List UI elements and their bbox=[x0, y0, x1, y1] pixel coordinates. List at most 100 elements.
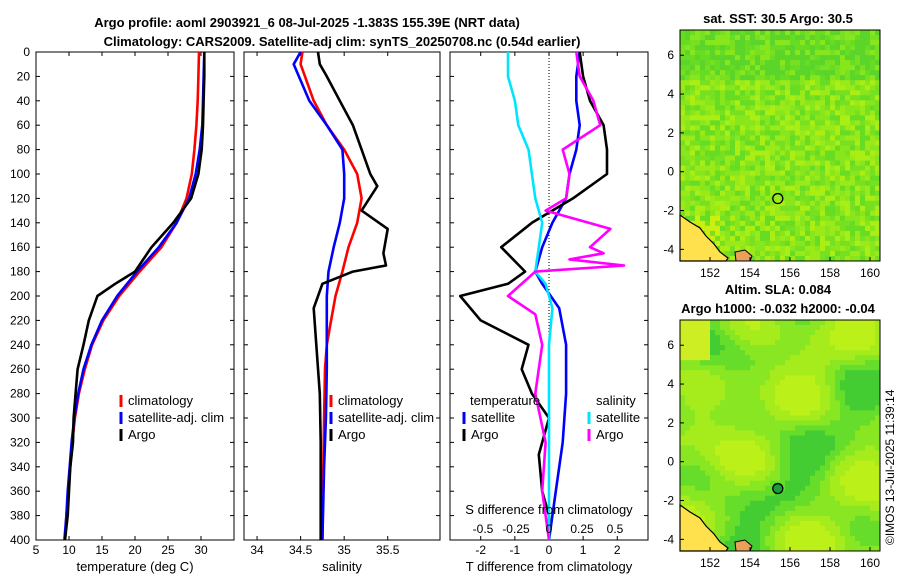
heatmap-cell bbox=[850, 510, 856, 517]
heatmap-cell bbox=[700, 405, 706, 411]
heatmap-cell bbox=[690, 405, 696, 411]
heatmap-cell bbox=[820, 145, 826, 151]
heatmap-cell bbox=[715, 430, 721, 436]
heatmap-cell bbox=[860, 65, 866, 71]
heatmap-cell bbox=[805, 210, 811, 217]
heatmap-cell bbox=[710, 425, 716, 431]
heatmap-cell bbox=[730, 545, 736, 552]
heatmap-cell bbox=[720, 70, 726, 76]
heatmap-cell bbox=[845, 445, 851, 451]
heatmap-cell bbox=[840, 500, 846, 507]
heatmap-cell bbox=[740, 95, 746, 101]
heatmap-cell bbox=[750, 370, 756, 376]
heatmap-cell bbox=[755, 500, 761, 507]
heatmap-cell bbox=[745, 75, 751, 81]
heatmap-cell bbox=[685, 350, 691, 356]
heatmap-cell bbox=[700, 365, 706, 371]
heatmap-cell bbox=[750, 380, 756, 386]
heatmap-cell bbox=[705, 85, 711, 91]
heatmap-cell bbox=[810, 140, 816, 146]
heatmap-cell bbox=[715, 180, 721, 187]
heatmap-cell bbox=[830, 100, 836, 106]
heatmap-cell bbox=[875, 440, 881, 446]
heatmap-cell bbox=[775, 475, 781, 482]
heatmap-cell bbox=[755, 335, 761, 341]
heatmap-cell bbox=[735, 180, 741, 187]
heatmap-cell bbox=[825, 240, 831, 247]
heatmap-cell bbox=[790, 90, 796, 96]
heatmap-cell bbox=[875, 50, 881, 56]
heatmap-cell bbox=[755, 120, 761, 126]
heatmap-cell bbox=[805, 150, 811, 156]
heatmap-cell bbox=[795, 40, 801, 46]
heatmap-cell bbox=[760, 380, 766, 386]
heatmap-cell bbox=[795, 365, 801, 371]
heatmap-cell bbox=[775, 420, 781, 426]
heatmap-cell bbox=[835, 360, 841, 366]
heatmap-cell bbox=[715, 70, 721, 76]
heatmap-cell bbox=[770, 370, 776, 376]
heatmap-cell bbox=[695, 200, 701, 207]
heatmap-cell bbox=[765, 180, 771, 187]
heatmap-cell bbox=[870, 430, 876, 436]
heatmap-cell bbox=[840, 55, 846, 61]
heatmap-cell bbox=[795, 545, 801, 552]
heatmap-cell bbox=[700, 200, 706, 207]
heatmap-cell bbox=[820, 410, 826, 416]
heatmap-cell bbox=[745, 345, 751, 351]
heatmap-cell bbox=[830, 40, 836, 46]
heatmap-cell bbox=[695, 55, 701, 61]
heatmap-cell bbox=[830, 500, 836, 507]
heatmap-cell bbox=[875, 135, 881, 141]
heatmap-cell bbox=[700, 410, 706, 416]
heatmap-cell bbox=[775, 65, 781, 71]
heatmap-cell bbox=[775, 520, 781, 527]
heatmap-cell bbox=[855, 75, 861, 81]
heatmap-cell bbox=[825, 475, 831, 482]
heatmap-cell bbox=[855, 155, 861, 161]
heatmap-cell bbox=[690, 415, 696, 421]
heatmap-cell bbox=[680, 320, 686, 326]
heatmap-cell bbox=[740, 190, 746, 197]
heatmap-cell bbox=[845, 535, 851, 542]
heatmap-cell bbox=[730, 360, 736, 366]
heatmap-cell bbox=[730, 75, 736, 81]
heatmap-cell bbox=[700, 330, 706, 336]
heatmap-cell bbox=[815, 360, 821, 366]
heatmap-cell bbox=[735, 380, 741, 386]
heatmap-cell bbox=[790, 30, 796, 36]
heatmap-cell bbox=[800, 430, 806, 436]
heatmap-cell bbox=[770, 180, 776, 187]
heatmap-cell bbox=[720, 510, 726, 517]
heatmap-cell bbox=[725, 225, 731, 232]
heatmap-cell bbox=[855, 545, 861, 552]
heatmap-cell bbox=[725, 60, 731, 66]
x-tick-label: 5 bbox=[33, 543, 40, 557]
heatmap-cell bbox=[830, 165, 836, 172]
heatmap-cell bbox=[720, 530, 726, 537]
heatmap-cell bbox=[760, 495, 766, 502]
heatmap-cell bbox=[830, 225, 836, 232]
heatmap-cell bbox=[855, 425, 861, 431]
heatmap-cell bbox=[840, 545, 846, 552]
heatmap-cell bbox=[810, 135, 816, 141]
heatmap-cell bbox=[780, 545, 786, 552]
heatmap-cell bbox=[855, 350, 861, 356]
heatmap-cell bbox=[755, 135, 761, 141]
heatmap-cell bbox=[845, 205, 851, 212]
heatmap-cell bbox=[790, 110, 796, 116]
heatmap-cell bbox=[770, 80, 776, 86]
heatmap-cell bbox=[765, 340, 771, 346]
heatmap-cell bbox=[740, 105, 746, 111]
heatmap-cell bbox=[760, 225, 766, 232]
heatmap-cell bbox=[840, 30, 846, 36]
heatmap-cell bbox=[730, 210, 736, 217]
heatmap-cell bbox=[695, 30, 701, 36]
heatmap-cell bbox=[730, 90, 736, 96]
heatmap-cell bbox=[795, 320, 801, 326]
heatmap-cell bbox=[870, 450, 876, 456]
heatmap-cell bbox=[875, 130, 881, 136]
heatmap-cell bbox=[695, 500, 701, 507]
heatmap-cell bbox=[855, 320, 861, 326]
heatmap-cell bbox=[765, 235, 771, 242]
